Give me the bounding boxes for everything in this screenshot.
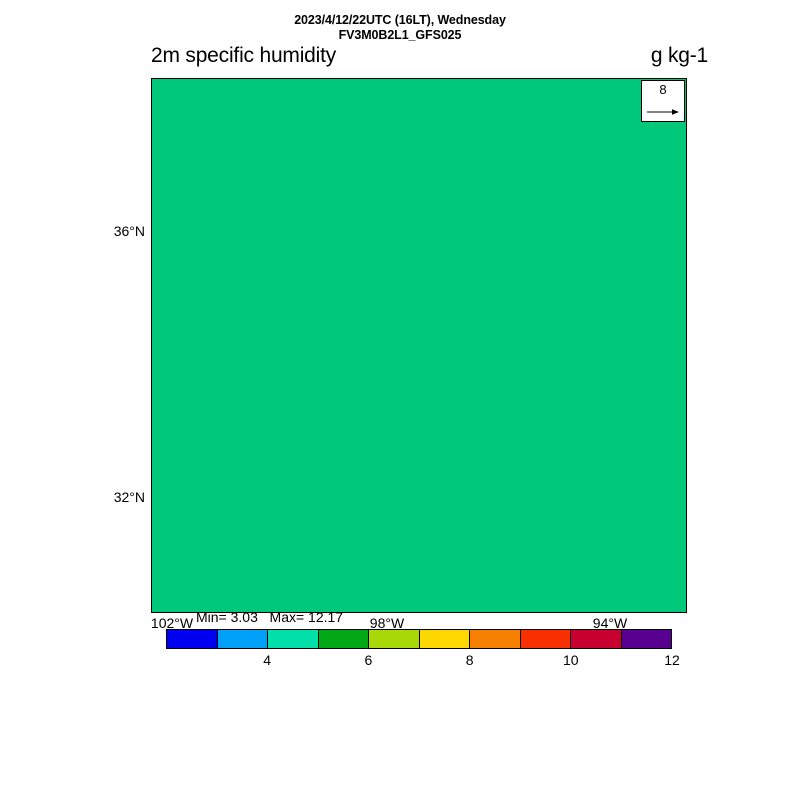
colorbar-segment-9[interactable] — [621, 630, 671, 648]
colorbar-segment-5[interactable] — [419, 630, 470, 648]
colorbar-segment-2[interactable] — [268, 630, 319, 648]
colorbar-tick-12: 12 — [664, 652, 680, 668]
colorbar-segment-3[interactable] — [318, 630, 369, 648]
valid-time-label: 2023/4/12/22UTC (16LT), Wednesday — [294, 13, 506, 27]
max-value-label: Max= 12.17 — [269, 609, 344, 625]
min-value-label: Min= 3.03 — [196, 609, 258, 625]
right-arrow-icon — [647, 109, 679, 115]
colorbar-tick-10: 10 — [563, 652, 579, 668]
lat-label-32: 32°N — [113, 489, 145, 505]
colorbar-tick-6: 6 — [364, 652, 373, 668]
colorbar-tick-4: 4 — [263, 652, 272, 668]
minmax-stats: Min= 3.03 Max= 12.17 — [196, 609, 343, 625]
lat-label-36: 36°N — [113, 223, 145, 239]
colorbar[interactable] — [166, 629, 672, 649]
colorbar-segment-1[interactable] — [217, 630, 268, 648]
colorbar-segment-8[interactable] — [571, 630, 622, 648]
wind-vector-legend: 8 — [641, 80, 685, 122]
colorbar-segment-6[interactable] — [470, 630, 521, 648]
units-label: g kg-1 — [650, 44, 708, 67]
map-plot-area[interactable]: 8 — [151, 78, 687, 613]
model-name-label: FV3M0B2L1_GFS025 — [338, 28, 462, 42]
wind-vector-overlay — [152, 79, 686, 612]
wind-legend-value: 8 — [659, 82, 667, 97]
colorbar-segment-4[interactable] — [369, 630, 420, 648]
colorbar-segment-7[interactable] — [520, 630, 571, 648]
page-title: 2m specific humidity — [151, 44, 337, 67]
lon-label-98: 98°W — [369, 615, 405, 631]
colorbar-tick-8: 8 — [465, 652, 474, 668]
lon-label-102: 102°W — [150, 615, 194, 631]
colorbar-segment-0[interactable] — [167, 630, 218, 648]
lon-label-94: 94°W — [592, 615, 628, 631]
